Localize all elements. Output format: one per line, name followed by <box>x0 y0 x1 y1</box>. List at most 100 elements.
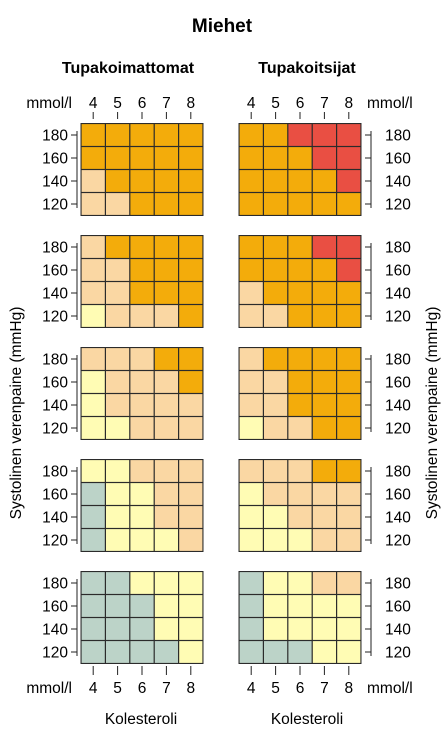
panel-title-smokers: Tupakoitsijat <box>258 60 356 77</box>
risk-cell <box>130 147 154 169</box>
y-tick-label-left: 140 <box>42 622 68 639</box>
risk-cell <box>264 417 288 439</box>
risk-cell <box>288 282 312 304</box>
x-tick-label-bottom-nonsmokers: 7 <box>162 680 171 697</box>
y-tick-label-right: 160 <box>385 599 411 616</box>
risk-cell <box>106 147 130 169</box>
risk-cell <box>154 394 178 416</box>
risk-cell <box>81 641 105 663</box>
risk-cell <box>81 618 105 640</box>
risk-cell <box>288 394 312 416</box>
risk-cell <box>337 529 361 551</box>
risk-cell <box>106 259 130 281</box>
risk-cell <box>239 147 263 169</box>
risk-cell <box>179 618 203 640</box>
risk-cell <box>106 618 130 640</box>
risk-cell <box>106 124 130 146</box>
risk-cell <box>264 460 288 482</box>
tick-labels: 4455667788445566778818016014012018016014… <box>42 95 411 697</box>
risk-cell <box>106 506 130 528</box>
y-tick-label-left: 160 <box>42 263 68 280</box>
risk-cell <box>239 236 263 258</box>
risk-cell <box>154 529 178 551</box>
risk-cell <box>130 572 154 594</box>
risk-cell <box>81 124 105 146</box>
risk-cell <box>312 506 336 528</box>
risk-cell <box>179 124 203 146</box>
risk-cell <box>264 506 288 528</box>
x-tick-label-bottom-smokers: 8 <box>344 680 353 697</box>
y-tick-label-left: 120 <box>42 197 68 214</box>
risk-cell <box>288 529 312 551</box>
risk-cell <box>81 394 105 416</box>
risk-cell <box>312 572 336 594</box>
risk-cell <box>312 193 336 215</box>
risk-cell <box>81 147 105 169</box>
y-tick-label-right: 140 <box>385 174 411 191</box>
risk-cell <box>337 147 361 169</box>
risk-cell <box>337 417 361 439</box>
risk-cell <box>312 147 336 169</box>
risk-cell <box>239 394 263 416</box>
risk-cell <box>81 371 105 393</box>
risk-cell <box>312 417 336 439</box>
y-tick-label-left: 160 <box>42 151 68 168</box>
y-tick-label-left: 180 <box>42 128 68 145</box>
y-tick-label-left: 120 <box>42 309 68 326</box>
risk-cell <box>312 124 336 146</box>
risk-cell <box>239 305 263 327</box>
risk-cell <box>130 170 154 192</box>
x-tick-label-bottom-nonsmokers: 6 <box>138 680 147 697</box>
risk-cell <box>264 394 288 416</box>
y-tick-label-right: 120 <box>385 197 411 214</box>
risk-cell <box>130 529 154 551</box>
risk-cell <box>179 506 203 528</box>
risk-cell <box>130 417 154 439</box>
x-tick-label-top-smokers: 5 <box>271 95 280 112</box>
risk-cell <box>288 595 312 617</box>
risk-cell <box>288 305 312 327</box>
risk-cell <box>264 147 288 169</box>
risk-cell <box>264 282 288 304</box>
risk-cell <box>337 282 361 304</box>
y-tick-label-right: 180 <box>385 576 411 593</box>
risk-cell <box>179 641 203 663</box>
risk-cell <box>239 572 263 594</box>
x-unit-top-right: mmol/l <box>367 95 413 112</box>
y-tick-label-right: 160 <box>385 375 411 392</box>
risk-cell <box>312 236 336 258</box>
risk-cell <box>264 193 288 215</box>
risk-cell <box>179 595 203 617</box>
risk-cell <box>337 394 361 416</box>
x-tick-label-top-smokers: 6 <box>296 95 305 112</box>
risk-cell <box>106 394 130 416</box>
risk-cell <box>130 394 154 416</box>
risk-cell <box>106 305 130 327</box>
risk-cell <box>130 305 154 327</box>
risk-cell <box>154 506 178 528</box>
risk-cell <box>239 595 263 617</box>
risk-cell <box>130 193 154 215</box>
y-axis-label-left: Systolinen verenpaine (mmHg) <box>8 307 25 520</box>
risk-cell <box>130 460 154 482</box>
risk-cell <box>179 282 203 304</box>
risk-cell <box>337 259 361 281</box>
risk-cell <box>106 371 130 393</box>
x-tick-label-bottom-smokers: 5 <box>271 680 280 697</box>
risk-cell <box>337 305 361 327</box>
x-tick-label-top-smokers: 8 <box>344 95 353 112</box>
y-tick-label-right: 120 <box>385 309 411 326</box>
risk-cell <box>288 147 312 169</box>
risk-cell <box>179 371 203 393</box>
risk-cell <box>239 641 263 663</box>
y-tick-label-right: 140 <box>385 286 411 303</box>
y-tick-label-right: 180 <box>385 464 411 481</box>
risk-cell <box>337 124 361 146</box>
risk-cell <box>130 618 154 640</box>
risk-cell <box>106 460 130 482</box>
risk-cell <box>337 193 361 215</box>
panel-title-nonsmokers: Tupakoimattomat <box>62 60 195 77</box>
x-tick-label-top-smokers: 4 <box>247 95 256 112</box>
risk-cell <box>312 282 336 304</box>
risk-cell <box>81 348 105 370</box>
